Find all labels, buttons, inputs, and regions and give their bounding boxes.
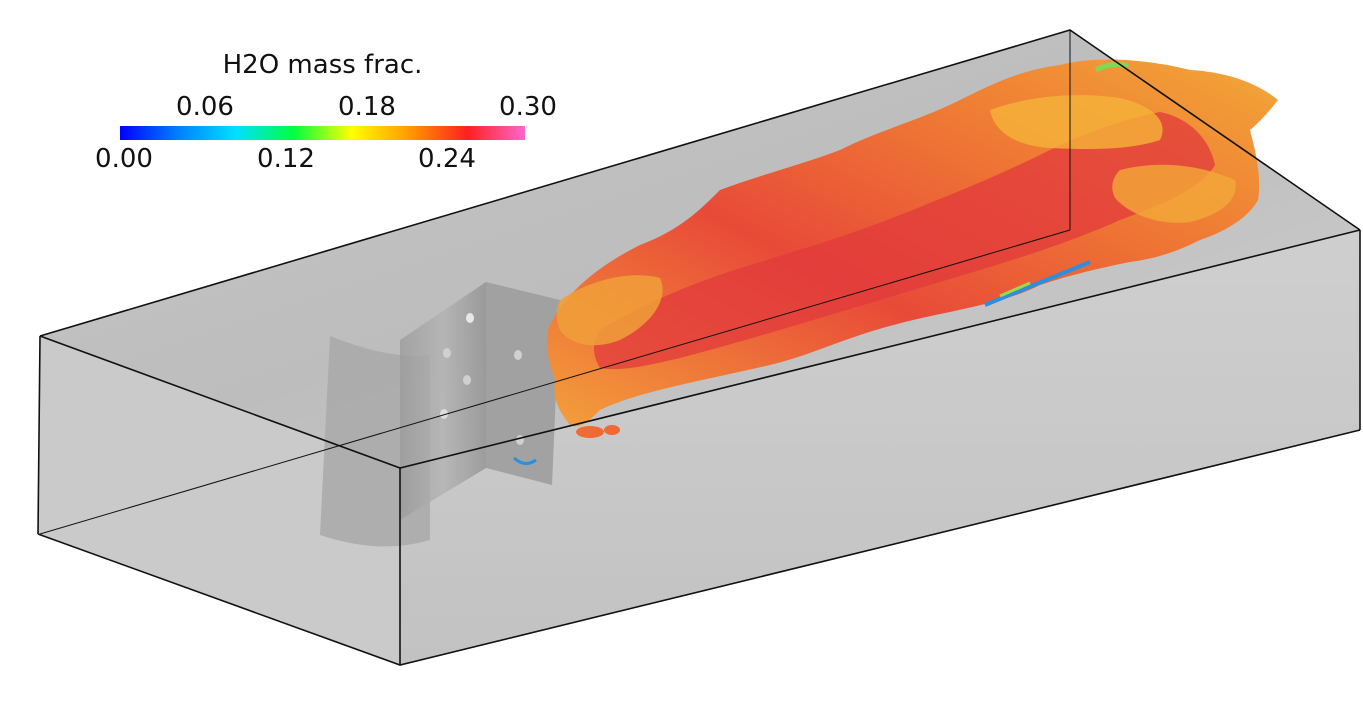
box-inner-diagonal: [39, 229, 1071, 535]
bluff-body: [320, 282, 560, 547]
bluff-body-plate: [486, 282, 560, 485]
bluff-body-plate-side: [400, 282, 486, 520]
colorbar-tick-bottom: 0.24: [418, 144, 476, 174]
colorbar-tick-bottom: 0.12: [257, 144, 315, 174]
flame-highlight: [1112, 164, 1236, 223]
box-bottom-edge: [37, 429, 1361, 666]
colorbar-tick-bottom: 0.00: [95, 144, 153, 174]
flame-isosurface: [547, 59, 1278, 438]
box-vertical-edge: [37, 335, 41, 535]
flame-edge-green: [1094, 62, 1129, 73]
domain-box-edges: [37, 29, 1361, 666]
injector-hole: [443, 348, 451, 358]
box-front-face: [400, 230, 1360, 665]
flame-highlight: [556, 275, 663, 346]
colorbar-gradient: [120, 126, 525, 140]
injector-hole: [466, 313, 474, 323]
flame-fragment: [604, 425, 620, 435]
flame-core: [594, 112, 1215, 370]
injector-hole: [440, 409, 448, 419]
flame-fragment: [576, 426, 604, 438]
colorbar-tick-top: 0.06: [176, 92, 234, 122]
injector-hole: [514, 350, 522, 360]
colorbar-title: H2O mass frac.: [222, 50, 423, 80]
cold-jet-streak: [984, 260, 1091, 307]
cold-jet-streak: [512, 456, 537, 465]
flame-highlight: [990, 95, 1163, 150]
colorbar-tick-top: 0.30: [499, 92, 557, 122]
colorbar-tick-top: 0.18: [338, 92, 396, 122]
injector-hole: [463, 375, 471, 385]
injector-hole: [516, 435, 524, 445]
cold-jet-streak-green: [999, 281, 1031, 298]
box-end-face: [38, 336, 400, 665]
